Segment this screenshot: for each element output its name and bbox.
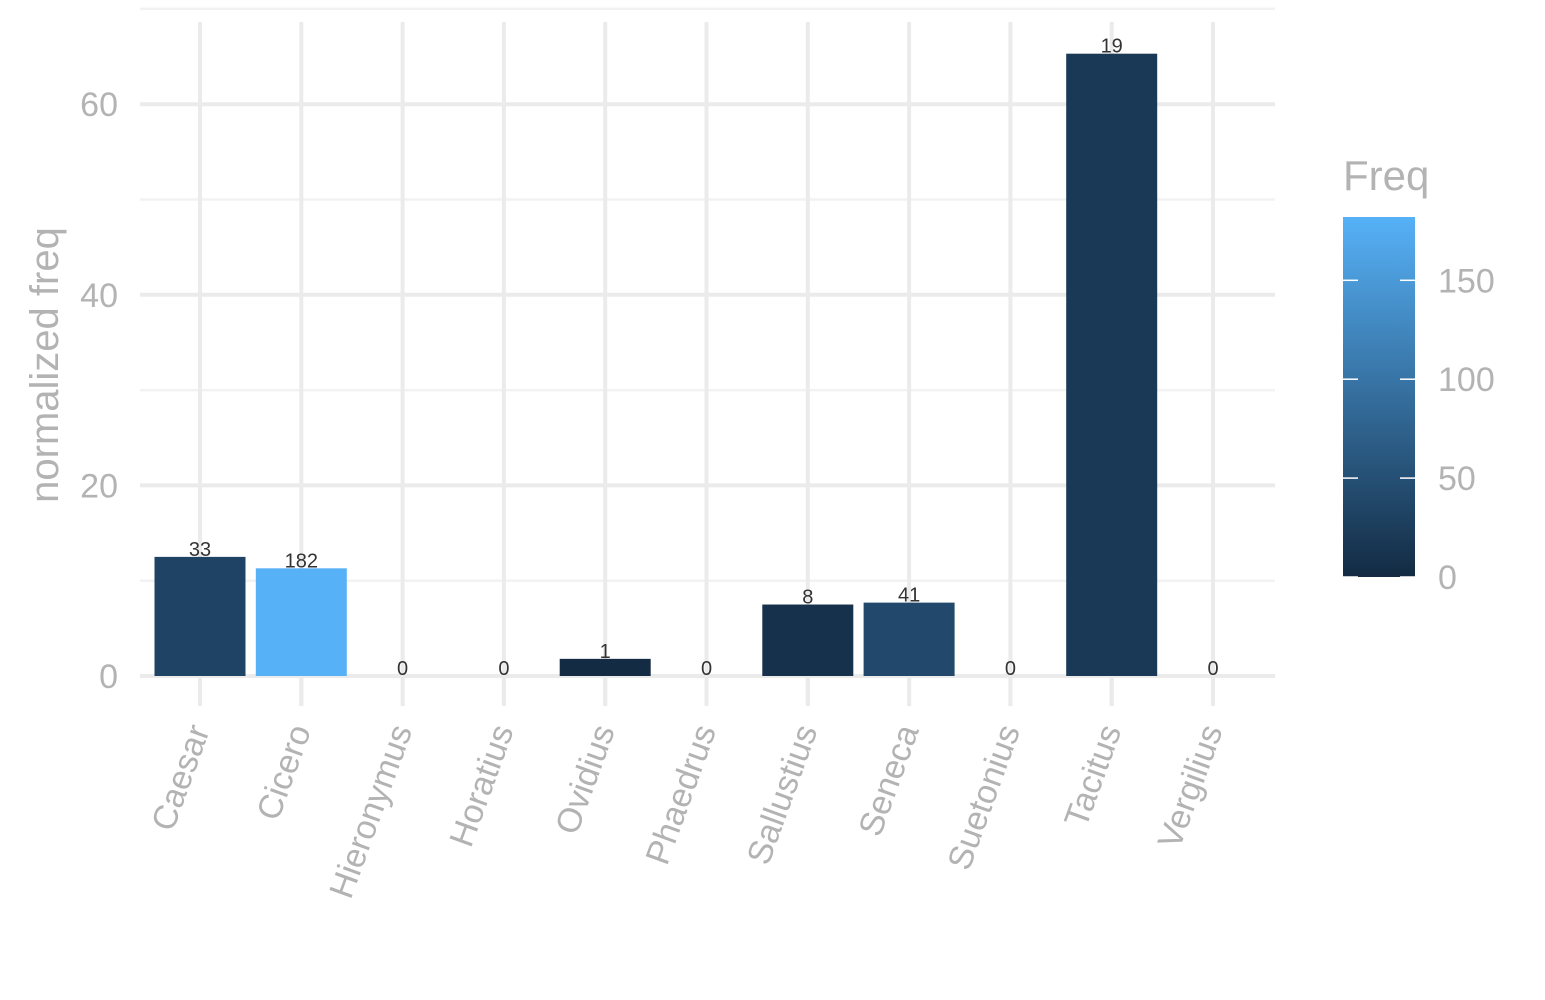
bar-caesar (154, 556, 246, 676)
x-tick-labels: Caesar Cicero Hieronymus Horatius Ovidius Pha… (144, 676, 1231, 903)
data-label: 1 (600, 641, 611, 663)
legend-tick-label: 100 (1438, 361, 1495, 399)
x-tick-label: Sallustius (740, 720, 825, 870)
x-tick-label: Caesar (144, 720, 217, 836)
data-label: 19 (1101, 36, 1123, 58)
x-tick-label: Suetonius (940, 720, 1027, 875)
data-label: 8 (802, 587, 813, 609)
x-tick-label: Seneca (851, 720, 926, 841)
legend-colorbar (1343, 217, 1415, 577)
bar-seneca (863, 602, 955, 676)
legend: Freq 0 50 100 150 (1343, 152, 1495, 597)
legend-title: Freq (1343, 152, 1429, 199)
x-tick-label: Phaedrus (639, 720, 724, 870)
data-label: 0 (1005, 658, 1016, 680)
data-label: 0 (1207, 658, 1218, 680)
y-tick-label: 20 (80, 467, 118, 505)
data-label: 182 (285, 550, 318, 572)
x-tick-label: Horatius (442, 720, 521, 852)
bar-cicero (255, 568, 347, 676)
legend-tick-label: 50 (1438, 460, 1476, 498)
bars (154, 53, 1158, 677)
legend-tick-label: 0 (1438, 559, 1457, 597)
y-tick-labels: 0 20 40 60 (80, 86, 118, 696)
bar-ovidius (559, 658, 651, 676)
bar-tacitus (1066, 53, 1158, 677)
y-tick-label: 60 (80, 86, 118, 124)
data-label: 41 (898, 585, 920, 607)
y-tick-label: 40 (80, 277, 118, 315)
data-label: 0 (498, 658, 509, 680)
x-tick-label: Ovidius (548, 720, 622, 840)
data-label: 0 (397, 658, 408, 680)
data-label: 0 (701, 658, 712, 680)
legend-tick-label: 150 (1438, 262, 1495, 300)
x-tick-label: Hieronymus (322, 720, 420, 903)
x-tick-label: Tacitus (1057, 720, 1129, 832)
bar-sallustius (762, 604, 854, 676)
y-tick-label: 0 (99, 658, 118, 696)
data-label: 33 (189, 539, 211, 561)
x-tick-label: Cicero (250, 720, 319, 825)
y-axis-title: normalized freq (23, 227, 67, 503)
x-tick-label: Vergilius (1151, 720, 1231, 854)
data-labels: 33 182 0 0 1 0 8 41 0 19 0 (189, 36, 1219, 680)
legend-ticks: 0 50 100 150 (1343, 262, 1495, 597)
